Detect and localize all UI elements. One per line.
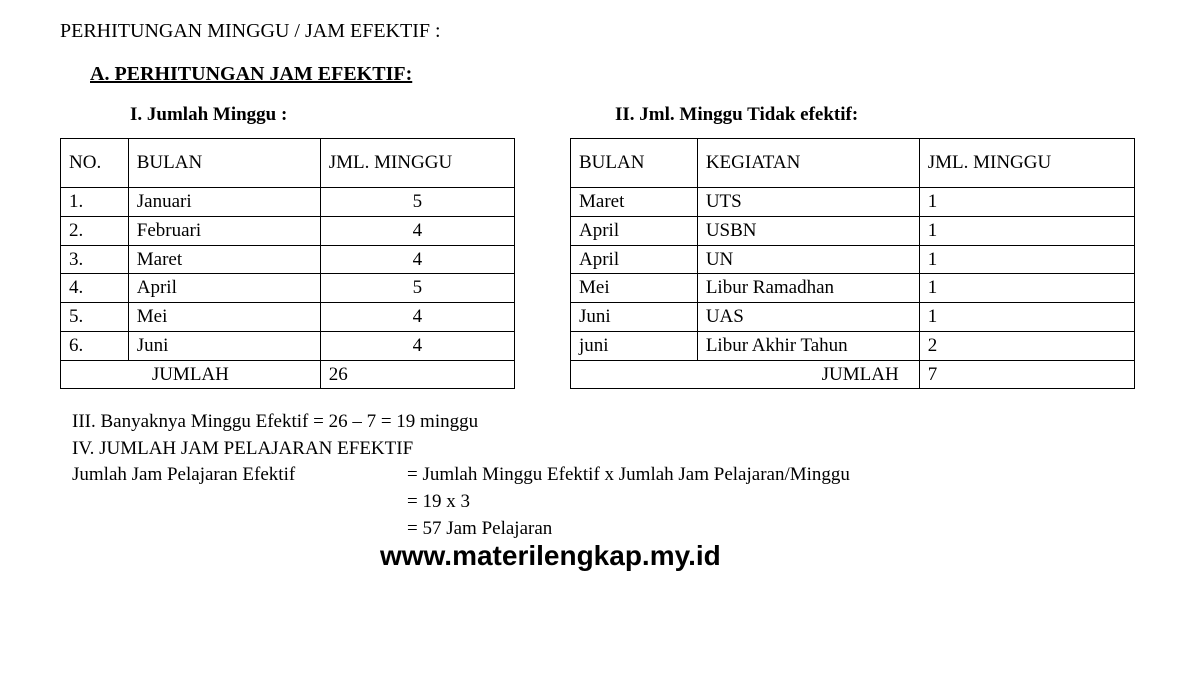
total-value: 26 xyxy=(320,360,514,389)
table-row: 4.April5 xyxy=(61,274,515,303)
calc-expr-2: 19 x 3 xyxy=(407,489,1140,516)
table-cell: Januari xyxy=(128,188,320,217)
table-jumlah-minggu: NO. BULAN JML. MINGGU 1.Januari52.Februa… xyxy=(60,138,515,389)
table-total-row: JUMLAH 26 xyxy=(61,360,515,389)
table-cell: 1 xyxy=(919,274,1134,303)
subtitles-row: I. Jumlah Minggu : II. Jml. Minggu Tidak… xyxy=(60,104,1140,126)
th-bulan: BULAN xyxy=(128,139,320,188)
table-cell: 1 xyxy=(919,188,1134,217)
table-cell: Libur Akhir Tahun xyxy=(697,331,919,360)
table-total-row: JUMLAH 7 xyxy=(571,360,1135,389)
table-cell: 2 xyxy=(919,331,1134,360)
table-cell: 1 xyxy=(919,216,1134,245)
table-cell: 5 xyxy=(320,274,514,303)
line-iv: IV. JUMLAH JAM PELAJARAN EFEKTIF xyxy=(72,436,1140,463)
table-cell: USBN xyxy=(697,216,919,245)
table-cell: Juni xyxy=(571,303,698,332)
table-cell: Maret xyxy=(571,188,698,217)
table-cell: 4 xyxy=(320,245,514,274)
table-cell: Libur Ramadhan xyxy=(697,274,919,303)
total-label: JUMLAH xyxy=(571,360,920,389)
table-cell: 5. xyxy=(61,303,129,332)
table-row: 1.Januari5 xyxy=(61,188,515,217)
table-row: 2.Februari4 xyxy=(61,216,515,245)
table-row: JuniUAS1 xyxy=(571,303,1135,332)
table-cell: Februari xyxy=(128,216,320,245)
total-label: JUMLAH xyxy=(61,360,321,389)
table-cell: April xyxy=(128,274,320,303)
th-kegiatan: KEGIATAN xyxy=(697,139,919,188)
table-cell: 4 xyxy=(320,331,514,360)
th-bulan: BULAN xyxy=(571,139,698,188)
th-no: NO. xyxy=(61,139,129,188)
table-cell: 1 xyxy=(919,303,1134,332)
subtitle-1: I. Jumlah Minggu : xyxy=(60,104,610,126)
summary-block: III. Banyaknya Minggu Efektif = 26 – 7 =… xyxy=(72,409,1140,542)
table-cell: Maret xyxy=(128,245,320,274)
table-cell: 3. xyxy=(61,245,129,274)
total-value: 7 xyxy=(919,360,1134,389)
table-cell: 6. xyxy=(61,331,129,360)
table-cell: 2. xyxy=(61,216,129,245)
table-cell: April xyxy=(571,245,698,274)
table-cell: Mei xyxy=(128,303,320,332)
calc-row-1: Jumlah Jam Pelajaran Efektif Jumlah Ming… xyxy=(72,462,1140,489)
calc-label: Jumlah Jam Pelajaran Efektif xyxy=(72,462,407,489)
table-row: AprilUSBN1 xyxy=(571,216,1135,245)
table-cell: Juni xyxy=(128,331,320,360)
th-jml-minggu: JML. MINGGU xyxy=(919,139,1134,188)
table-cell: 5 xyxy=(320,188,514,217)
table-row: 5.Mei4 xyxy=(61,303,515,332)
th-jml-minggu: JML. MINGGU xyxy=(320,139,514,188)
table-row: MaretUTS1 xyxy=(571,188,1135,217)
table-header-row: BULAN KEGIATAN JML. MINGGU xyxy=(571,139,1135,188)
calc-expr-1: Jumlah Minggu Efektif x Jumlah Jam Pelaj… xyxy=(407,462,850,489)
table-cell: 4 xyxy=(320,303,514,332)
table-row: AprilUN1 xyxy=(571,245,1135,274)
line-iii: III. Banyaknya Minggu Efektif = 26 – 7 =… xyxy=(72,409,1140,436)
table-cell: UN xyxy=(697,245,919,274)
table-cell: 4. xyxy=(61,274,129,303)
table-cell: 1 xyxy=(919,245,1134,274)
table-cell: UAS xyxy=(697,303,919,332)
table-header-row: NO. BULAN JML. MINGGU xyxy=(61,139,515,188)
table-cell: 1. xyxy=(61,188,129,217)
table-cell: UTS xyxy=(697,188,919,217)
table-row: MeiLibur Ramadhan1 xyxy=(571,274,1135,303)
watermark-text: www.materilengkap.my.id xyxy=(380,540,1140,572)
table-cell: April xyxy=(571,216,698,245)
subtitle-2: II. Jml. Minggu Tidak efektif: xyxy=(610,104,858,126)
tables-container: NO. BULAN JML. MINGGU 1.Januari52.Februa… xyxy=(60,138,1140,389)
table-minggu-tidak-efektif: BULAN KEGIATAN JML. MINGGU MaretUTS1Apri… xyxy=(570,138,1135,389)
calc-expr-3: 57 Jam Pelajaran xyxy=(407,516,1140,543)
page-title: PERHITUNGAN MINGGU / JAM EFEKTIF : xyxy=(60,20,1140,43)
table-row: 6.Juni4 xyxy=(61,331,515,360)
table-cell: 4 xyxy=(320,216,514,245)
table-cell: juni xyxy=(571,331,698,360)
table-cell: Mei xyxy=(571,274,698,303)
table-row: juniLibur Akhir Tahun2 xyxy=(571,331,1135,360)
table-row: 3.Maret4 xyxy=(61,245,515,274)
section-a-heading: A. PERHITUNGAN JAM EFEKTIF: xyxy=(90,63,1140,86)
